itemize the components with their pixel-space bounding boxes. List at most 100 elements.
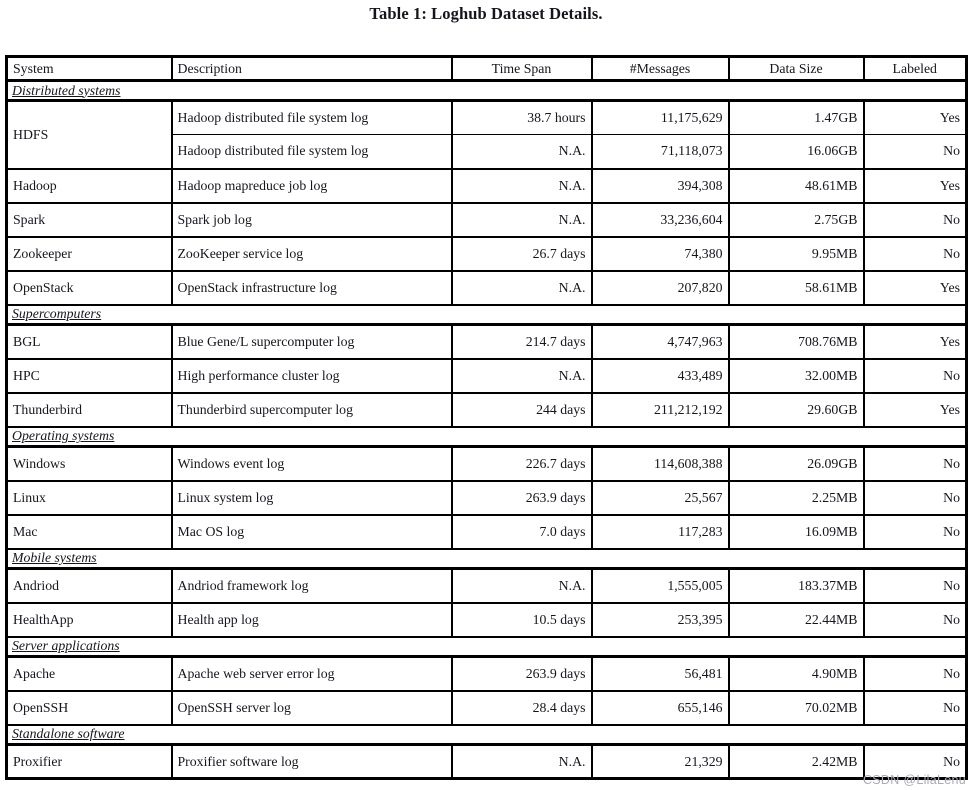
cell-data-size: 29.60GB bbox=[727, 391, 865, 428]
cell-system: Apache bbox=[5, 655, 173, 692]
cell-labeled: No bbox=[862, 134, 968, 170]
cell-data-size: 4.90MB bbox=[727, 655, 865, 692]
table-row: Thunderbird Thunderbird supercomputer lo… bbox=[5, 391, 968, 428]
cell-messages: 211,212,192 bbox=[590, 391, 730, 428]
cell-messages: 21,329 bbox=[590, 743, 730, 780]
cell-system: Thunderbird bbox=[5, 391, 173, 428]
cell-data-size: 2.42MB bbox=[727, 743, 865, 780]
table-row: Hadoop Hadoop mapreduce job log N.A. 394… bbox=[5, 167, 968, 204]
cell-labeled: No bbox=[862, 479, 968, 516]
cell-labeled: No bbox=[862, 357, 968, 394]
cell-description: Hadoop distributed file system log bbox=[170, 99, 453, 135]
cell-time-span: 26.7 days bbox=[450, 235, 593, 272]
cell-messages: 114,608,388 bbox=[590, 445, 730, 482]
cell-data-size: 48.61MB bbox=[727, 167, 865, 204]
cell-time-span: N.A. bbox=[450, 357, 593, 394]
cell-time-span: 263.9 days bbox=[450, 479, 593, 516]
table-row: Andriod Andriod framework log N.A. 1,555… bbox=[5, 567, 968, 604]
cell-labeled: No bbox=[862, 445, 968, 482]
cell-labeled: No bbox=[862, 567, 968, 604]
cell-data-size: 16.06GB bbox=[727, 134, 865, 170]
loghub-dataset-table: System Description Time Span #Messages D… bbox=[5, 55, 968, 780]
table-row: Apache Apache web server error log 263.9… bbox=[5, 655, 968, 692]
cell-data-size: 26.09GB bbox=[727, 445, 865, 482]
cell-labeled: No bbox=[862, 235, 968, 272]
cell-labeled: No bbox=[862, 601, 968, 638]
cell-description: ZooKeeper service log bbox=[170, 235, 453, 272]
table-row: OpenSSH OpenSSH server log 28.4 days 655… bbox=[5, 689, 968, 726]
header-row: System Description Time Span #Messages D… bbox=[5, 55, 968, 82]
cell-labeled: Yes bbox=[862, 99, 968, 135]
cell-description: Thunderbird supercomputer log bbox=[170, 391, 453, 428]
cell-data-size: 32.00MB bbox=[727, 357, 865, 394]
cell-messages: 25,567 bbox=[590, 479, 730, 516]
table-row: HDFS Hadoop distributed file system log … bbox=[5, 99, 968, 170]
cell-system: Proxifier bbox=[5, 743, 173, 780]
table-row: BGL Blue Gene/L supercomputer log 214.7 … bbox=[5, 323, 968, 360]
column-header-time-span: Time Span bbox=[450, 55, 593, 82]
table-row: Zookeeper ZooKeeper service log 26.7 day… bbox=[5, 235, 968, 272]
cell-system: Windows bbox=[5, 445, 173, 482]
cell-time-span: 226.7 days bbox=[450, 445, 593, 482]
cell-messages: 394,308 bbox=[590, 167, 730, 204]
column-header-data-size: Data Size bbox=[727, 55, 865, 82]
table-row: Linux Linux system log 263.9 days 25,567… bbox=[5, 479, 968, 516]
cell-system: OpenStack bbox=[5, 269, 173, 306]
cell-messages: 433,489 bbox=[590, 357, 730, 394]
cell-time-span: N.A. bbox=[450, 167, 593, 204]
table-caption: Table 1: Loghub Dataset Details. bbox=[369, 4, 603, 23]
table-row: Spark Spark job log N.A. 33,236,604 2.75… bbox=[5, 201, 968, 238]
cell-time-span: 7.0 days bbox=[450, 513, 593, 550]
section-row: Server applications bbox=[5, 635, 968, 658]
cell-messages: 74,380 bbox=[590, 235, 730, 272]
cell-description: Mac OS log bbox=[170, 513, 453, 550]
column-header-description: Description bbox=[170, 55, 453, 82]
cell-description: High performance cluster log bbox=[170, 357, 453, 394]
cell-messages: 11,175,629 bbox=[590, 99, 730, 135]
cell-messages: 1,555,005 bbox=[590, 567, 730, 604]
cell-time-span: N.A. bbox=[450, 743, 593, 780]
cell-time-span: 244 days bbox=[450, 391, 593, 428]
cell-data-size: 183.37MB bbox=[727, 567, 865, 604]
cell-time-span: 38.7 hours bbox=[450, 99, 593, 135]
cell-system: Spark bbox=[5, 201, 173, 238]
cell-system: HPC bbox=[5, 357, 173, 394]
cell-messages: 117,283 bbox=[590, 513, 730, 550]
cell-data-size: 70.02MB bbox=[727, 689, 865, 726]
cell-time-span: N.A. bbox=[450, 201, 593, 238]
section-row: Mobile systems bbox=[5, 547, 968, 570]
cell-messages: 4,747,963 bbox=[590, 323, 730, 360]
cell-data-size: 16.09MB bbox=[727, 513, 865, 550]
cell-time-span: 214.7 days bbox=[450, 323, 593, 360]
cell-time-span: 28.4 days bbox=[450, 689, 593, 726]
cell-messages: 71,118,073 bbox=[590, 134, 730, 170]
cell-data-size: 708.76MB bbox=[727, 323, 865, 360]
cell-messages: 253,395 bbox=[590, 601, 730, 638]
cell-system: HealthApp bbox=[5, 601, 173, 638]
cell-system: Zookeeper bbox=[5, 235, 173, 272]
section-row: Standalone software bbox=[5, 723, 968, 746]
cell-description: OpenSSH server log bbox=[170, 689, 453, 726]
table-row: Proxifier Proxifier software log N.A. 21… bbox=[5, 743, 968, 780]
cell-time-span: N.A. bbox=[450, 134, 593, 170]
cell-description: Linux system log bbox=[170, 479, 453, 516]
cell-description: Apache web server error log bbox=[170, 655, 453, 692]
section-label: Server applications bbox=[5, 635, 968, 658]
cell-messages: 655,146 bbox=[590, 689, 730, 726]
cell-system: Hadoop bbox=[5, 167, 173, 204]
cell-labeled: No bbox=[862, 743, 968, 780]
cell-messages: 207,820 bbox=[590, 269, 730, 306]
cell-description: Windows event log bbox=[170, 445, 453, 482]
section-label: Operating systems bbox=[5, 425, 968, 448]
cell-description: Andriod framework log bbox=[170, 567, 453, 604]
section-label: Supercomputers bbox=[5, 303, 968, 326]
cell-system: HDFS bbox=[5, 99, 173, 170]
cell-description: Blue Gene/L supercomputer log bbox=[170, 323, 453, 360]
cell-labeled: No bbox=[862, 655, 968, 692]
section-row: Operating systems bbox=[5, 425, 968, 448]
cell-data-size: 58.61MB bbox=[727, 269, 865, 306]
table-row: Hadoop distributed file system log N.A. … bbox=[7, 134, 968, 170]
cell-labeled: Yes bbox=[862, 167, 968, 204]
cell-time-span: N.A. bbox=[450, 567, 593, 604]
cell-messages: 56,481 bbox=[590, 655, 730, 692]
